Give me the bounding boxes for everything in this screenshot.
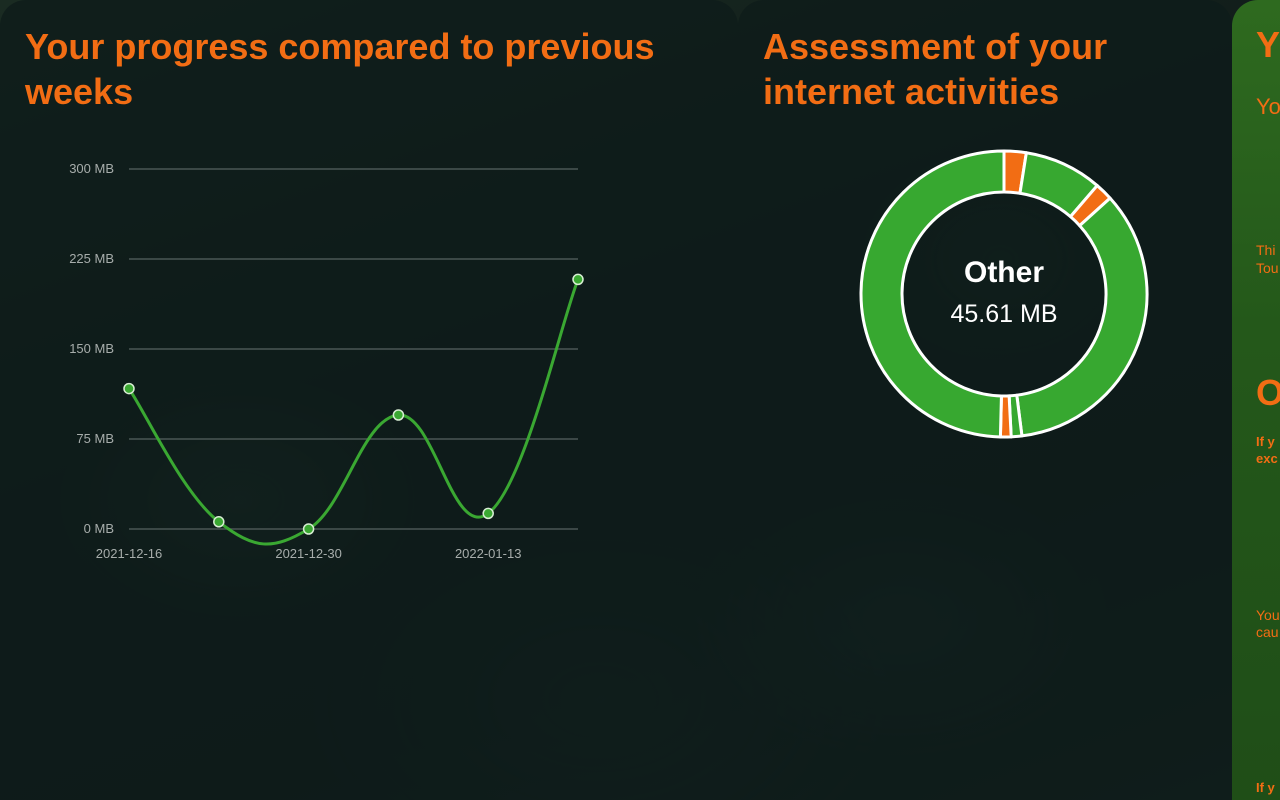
assessment-title: Assessment of your internet activities (763, 26, 1108, 112)
right-panel-section-heading: O (1256, 372, 1280, 413)
y-tick-label: 150 MB (69, 341, 114, 356)
y-tick-label: 225 MB (69, 251, 114, 266)
donut-slice[interactable] (1015, 196, 1149, 438)
y-tick-label: 0 MB (84, 521, 114, 536)
right-panel: Y Yo Thi Tou O If y exc You cau If y (1232, 0, 1280, 800)
donut-center-label: Other (963, 256, 1044, 289)
assessment-panel: Assessment of your internet activities O… (738, 0, 1232, 800)
series-line (127, 278, 580, 546)
right-panel-text-1a: Thi (1256, 242, 1276, 258)
progress-line-chart: 300 MB 225 MB 150 MB 75 MB 0 MB 2021-12-16 202… (69, 161, 584, 561)
x-tick-label: 2022-01-13 (455, 546, 522, 561)
right-panel-text-3b: cau (1256, 624, 1279, 640)
progress-title: Your progress compared to previous weeks (25, 26, 655, 112)
donut-svg (859, 149, 1149, 439)
data-point (213, 516, 225, 528)
x-tick-label: 2021-12-16 (96, 546, 163, 561)
y-tick-label: 75 MB (76, 431, 114, 446)
right-panel-text-2a: If y (1256, 434, 1275, 449)
right-panel-text-3a: You (1256, 607, 1280, 623)
donut-slice[interactable] (859, 149, 1006, 439)
data-point (392, 409, 405, 421)
right-panel-heading: Y (1256, 24, 1280, 65)
right-panel-text-2b: exc (1256, 451, 1278, 466)
right-panel-text-1b: Tou (1256, 260, 1279, 276)
data-point (123, 382, 135, 395)
x-tick-label: 2021-12-30 (275, 546, 342, 561)
data-point (482, 507, 494, 520)
activity-donut-chart: Other 45.61 MB (856, 146, 1152, 442)
data-point (572, 273, 584, 286)
donut-center-value: 45.61 MB (950, 300, 1058, 328)
right-panel-text-4a: If y (1256, 780, 1275, 795)
progress-panel: Your progress compared to previous weeks… (0, 0, 738, 800)
right-panel-subheading: Yo (1256, 94, 1280, 119)
y-tick-label: 300 MB (69, 161, 114, 176)
data-point (302, 523, 315, 535)
